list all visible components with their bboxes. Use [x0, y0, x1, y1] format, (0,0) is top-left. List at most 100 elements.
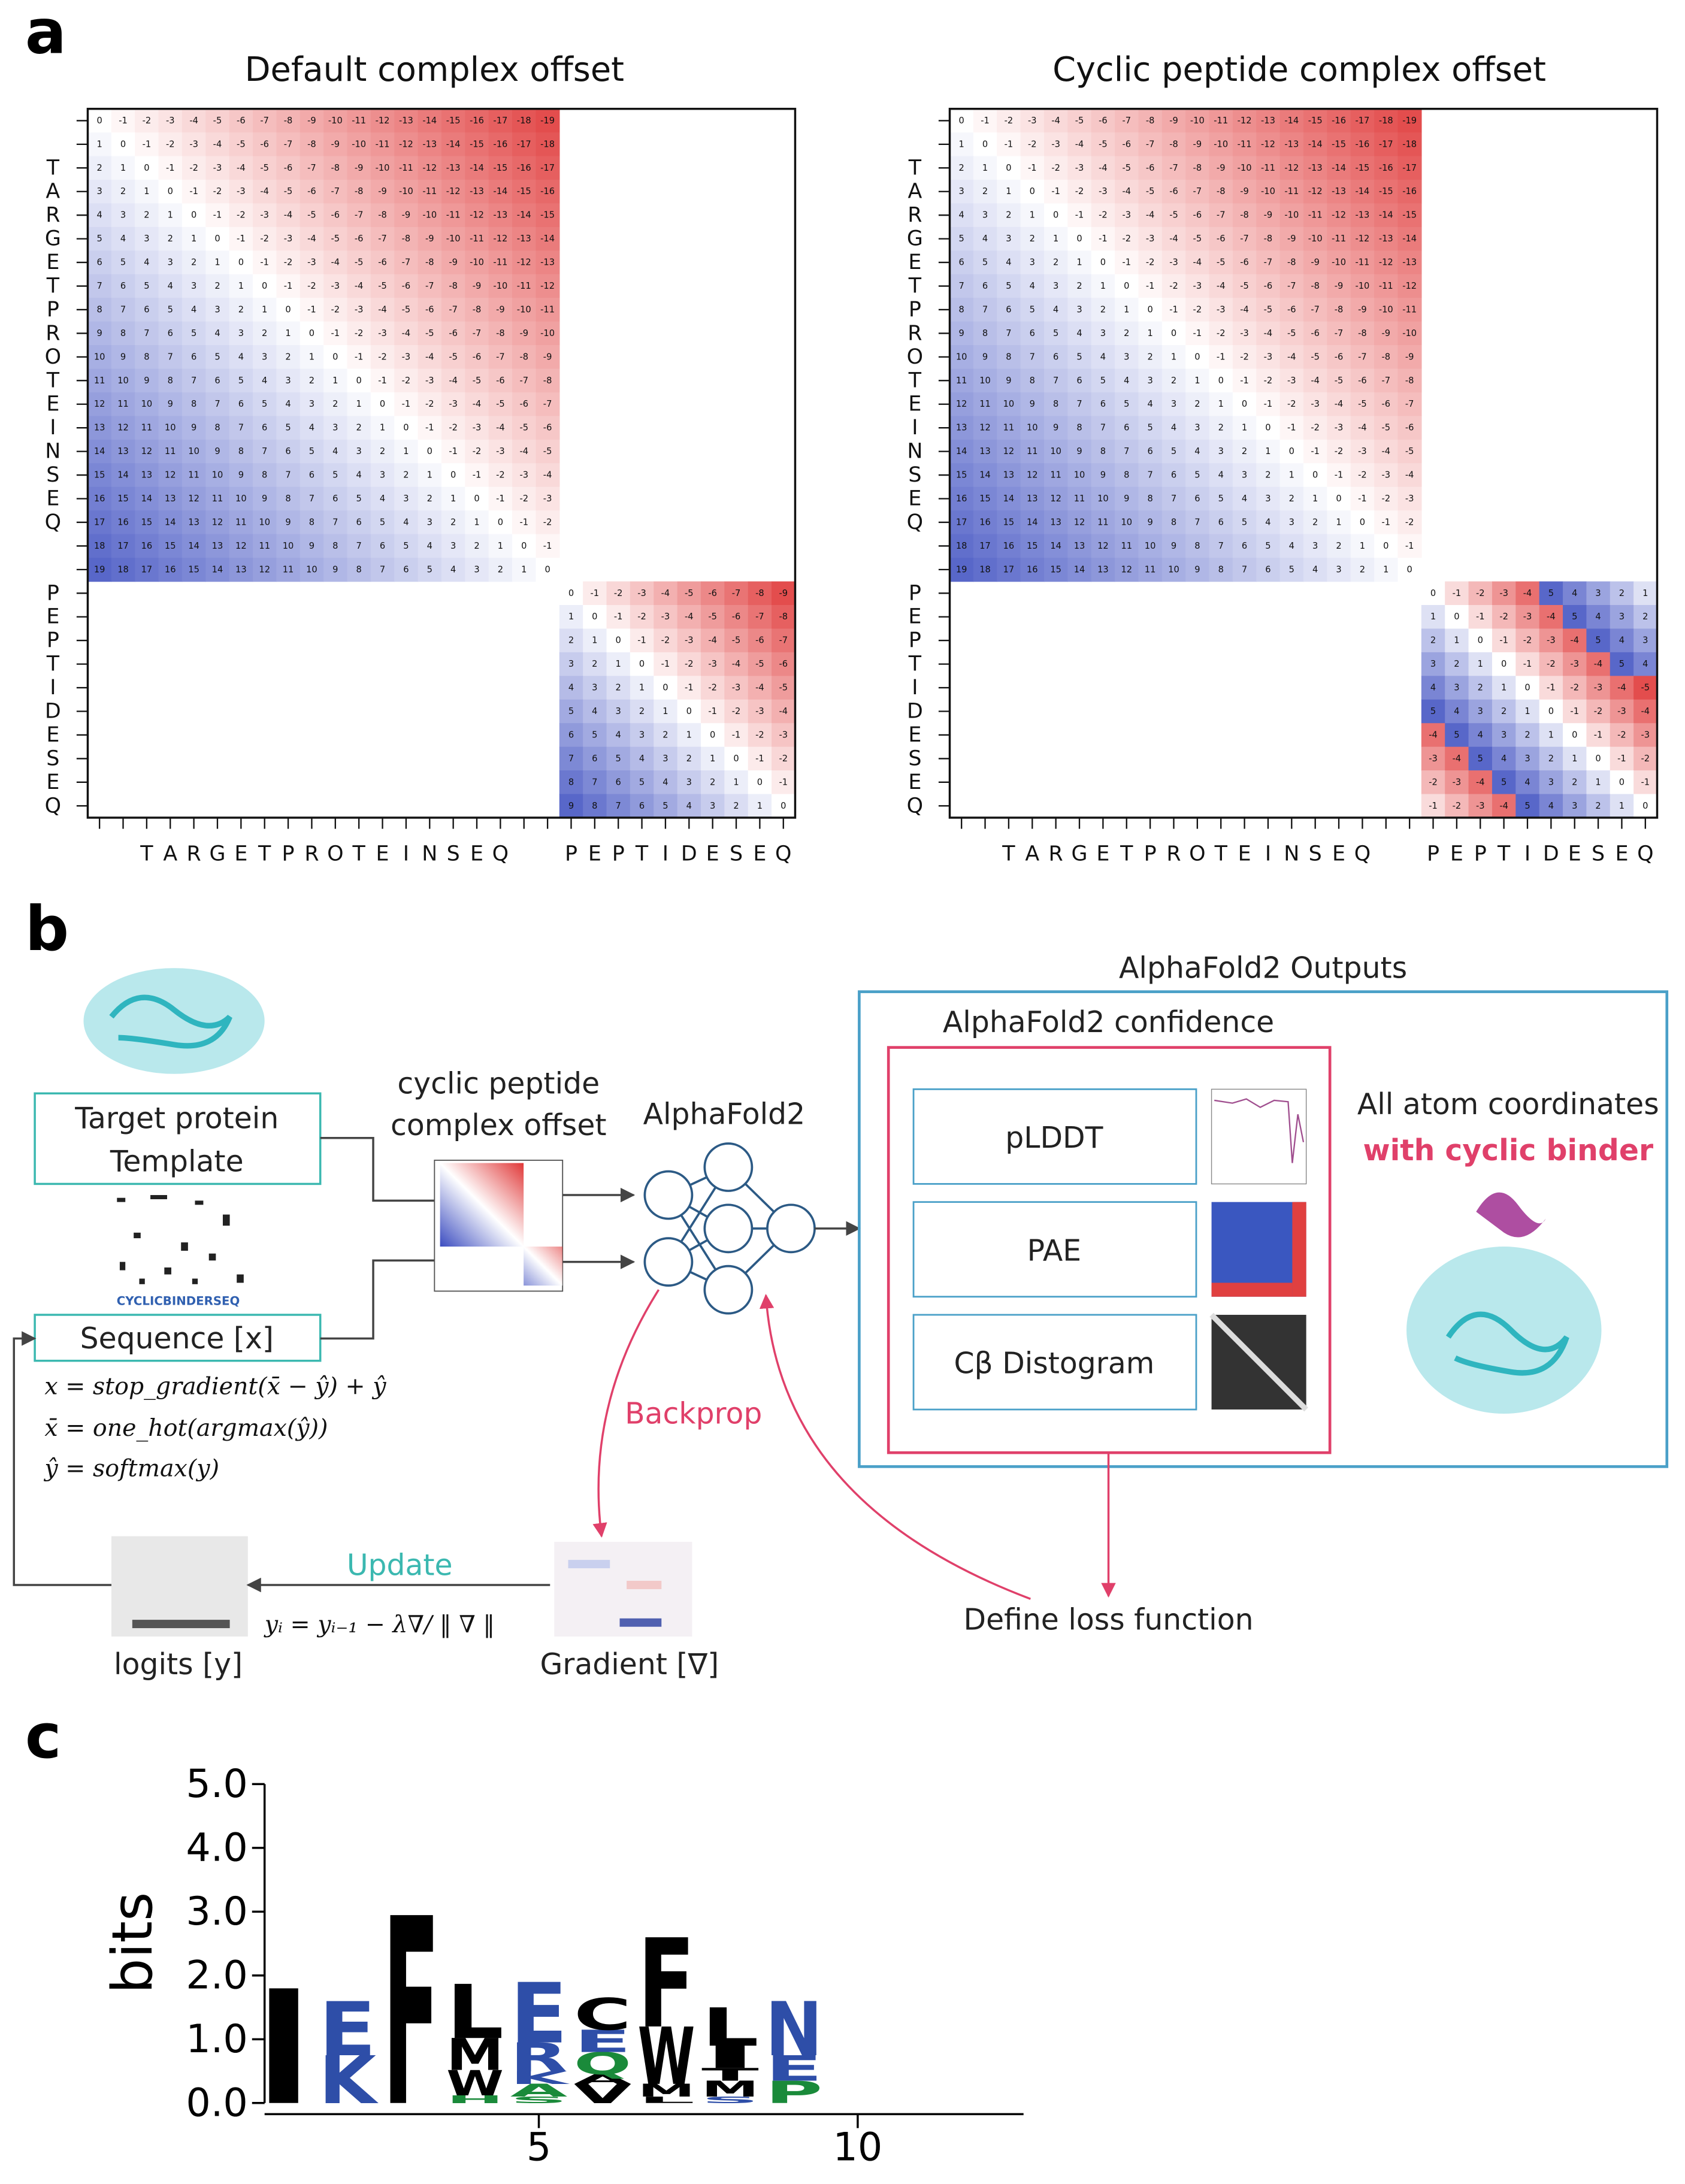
- cell-value: 1: [1030, 210, 1035, 220]
- offset-cell: [1492, 676, 1517, 700]
- offset-cell: [512, 439, 537, 464]
- col-label: E: [1238, 842, 1251, 866]
- offset-cell: [158, 156, 183, 180]
- offset-cell: [1303, 368, 1328, 393]
- cell-value: -7: [496, 352, 505, 362]
- offset-cell: [1209, 392, 1233, 417]
- offset-cell: [1256, 156, 1281, 180]
- offset-cell: [205, 226, 230, 252]
- offset-cell: [87, 463, 112, 488]
- offset-cell: [1020, 298, 1045, 322]
- offset-cell: [347, 250, 371, 275]
- offset-cell: [1209, 368, 1233, 393]
- logo-letter: I: [255, 1957, 313, 2140]
- cell-value: -13: [470, 186, 484, 196]
- cell-value: 7: [1171, 494, 1176, 504]
- offset-cell: [654, 628, 678, 653]
- offset-cell: [276, 132, 301, 157]
- cell-value: -11: [1402, 304, 1417, 314]
- cell-value: -4: [1547, 612, 1556, 622]
- cell-value: -1: [284, 281, 293, 291]
- cell-value: 0: [544, 564, 550, 574]
- cell-value: 7: [1124, 446, 1129, 456]
- offset-cell: [488, 226, 513, 252]
- offset-cell: [135, 510, 159, 535]
- cell-value: 13: [1027, 494, 1038, 504]
- cell-value: 7: [262, 446, 267, 456]
- cell-value: -2: [1429, 777, 1438, 787]
- row-label: E: [46, 392, 59, 416]
- cell-value: 11: [141, 423, 153, 433]
- cell-value: 5: [285, 423, 291, 433]
- cell-value: -9: [378, 186, 387, 196]
- offset-cell: [394, 486, 419, 511]
- col-label: P: [1144, 842, 1157, 866]
- cell-value: 5: [568, 706, 574, 716]
- offset-cell: [748, 605, 772, 630]
- cell-value: 13: [1074, 541, 1085, 551]
- logo-letter: E: [510, 1965, 568, 2062]
- cell-value: 14: [1027, 517, 1038, 527]
- cell-value: 3: [285, 376, 291, 386]
- cell-value: -16: [1355, 139, 1369, 149]
- offset-cell: [973, 203, 997, 228]
- cell-value: 3: [1006, 234, 1011, 244]
- cell-value: -7: [473, 328, 482, 338]
- cell-value: 4: [427, 541, 432, 551]
- label: complex offset: [391, 1108, 606, 1142]
- cell-value: 0: [781, 801, 786, 811]
- offset-cell: [1232, 274, 1257, 298]
- cell-value: -10: [1379, 304, 1393, 314]
- cell-value: -5: [1264, 304, 1273, 314]
- cell-value: -2: [1051, 163, 1060, 173]
- offset-cell: [1209, 180, 1233, 204]
- cell-value: 1: [1360, 541, 1365, 551]
- cell-value: -4: [378, 304, 387, 314]
- cell-value: 5: [959, 234, 964, 244]
- cell-value: -12: [422, 163, 437, 173]
- offset-cell: [1279, 132, 1304, 157]
- offset-cell: [253, 416, 277, 440]
- offset-cell: [465, 321, 489, 346]
- offset-cell: [748, 676, 772, 700]
- offset-cell: [488, 368, 513, 393]
- cell-value: 4: [1595, 612, 1601, 622]
- offset-cell: [1327, 274, 1351, 298]
- cell-value: 1: [214, 258, 220, 268]
- logo-letter: P: [766, 2075, 823, 2110]
- offset-cell: [418, 416, 442, 440]
- offset-cell: [1445, 770, 1469, 795]
- offset-cell: [158, 226, 183, 252]
- offset-thumbnail: [524, 1247, 563, 1286]
- cell-value: 3: [1194, 423, 1200, 433]
- cell-value: 6: [1100, 399, 1106, 409]
- cell-value: 7: [238, 423, 244, 433]
- offset-cell: [370, 439, 395, 464]
- cell-value: 14: [188, 541, 199, 551]
- cell-value: 14: [956, 446, 967, 456]
- cell-value: 3: [1478, 706, 1483, 716]
- cell-value: 0: [285, 304, 291, 314]
- cell-value: 10: [956, 352, 967, 362]
- offset-cell: [997, 274, 1021, 298]
- cell-value: -8: [519, 352, 528, 362]
- cell-value: 13: [235, 564, 247, 574]
- offset-cell: [1020, 203, 1045, 228]
- offset-cell: [1185, 250, 1210, 275]
- cell-value: -1: [1641, 777, 1650, 787]
- offset-cell: [1091, 274, 1115, 298]
- cell-value: -3: [755, 706, 764, 716]
- cell-value: 4: [1218, 470, 1224, 480]
- offset-cell: [1586, 628, 1611, 653]
- offset-cell: [418, 180, 442, 204]
- cell-value: -14: [540, 234, 555, 244]
- row-label: E: [908, 605, 921, 629]
- cell-value: 1: [285, 328, 291, 338]
- cell-value: 3: [686, 777, 692, 787]
- offset-cell: [772, 581, 796, 606]
- offset-cell: [1020, 416, 1045, 440]
- offset-cell: [748, 581, 772, 606]
- y-tick-label: 3.0: [186, 1889, 248, 1934]
- offset-cell: [300, 392, 324, 417]
- cell-value: -1: [425, 423, 434, 433]
